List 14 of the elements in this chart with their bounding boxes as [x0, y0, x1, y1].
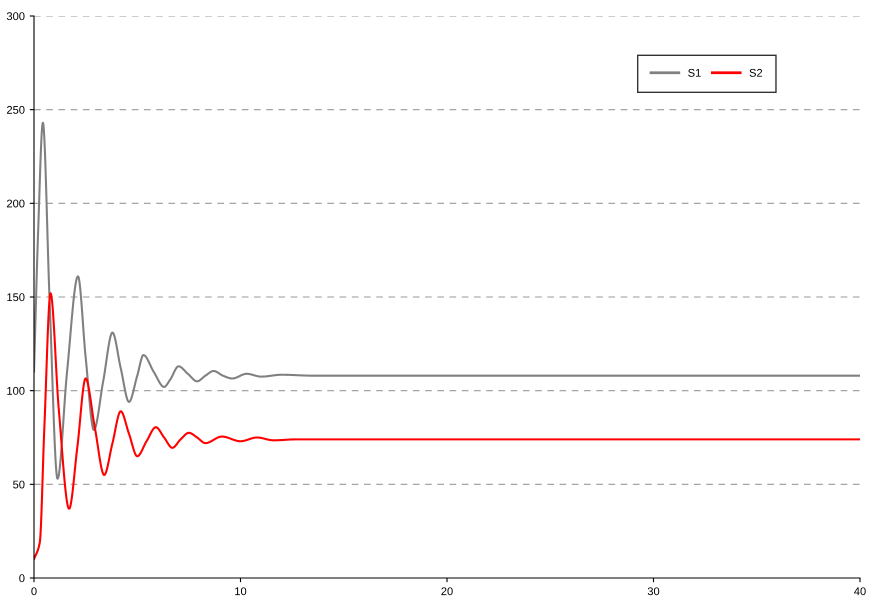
y-tick-label: 100 [7, 386, 25, 395]
y-tick-label: 300 [6, 12, 25, 20]
x-tick-label: 0 [31, 587, 37, 596]
legend-label: S2 [750, 68, 762, 77]
y-tick-label: 50 [13, 480, 25, 488]
y-tick-label: 0 [19, 574, 25, 582]
x-tick-label: 10 [235, 587, 246, 596]
x-tick-label: 30 [648, 587, 660, 596]
x-tick-label: 40 [854, 587, 866, 596]
legend-label: S1 [688, 68, 701, 77]
y-tick-label: 150 [7, 293, 25, 302]
y-tick-label: 250 [6, 106, 25, 114]
x-tick-label: 20 [441, 587, 453, 596]
y-tick-label: 200 [6, 200, 25, 208]
